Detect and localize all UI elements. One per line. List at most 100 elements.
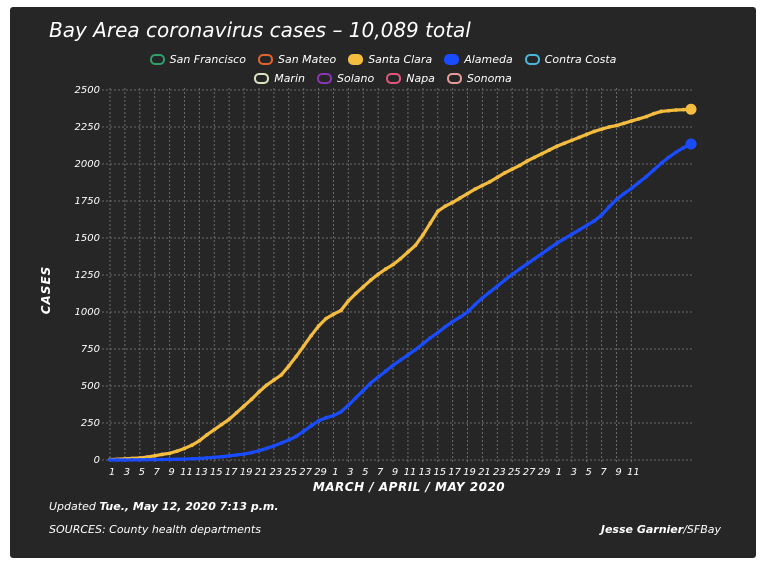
x-tick-label: 1: [556, 467, 562, 478]
data-point: [286, 438, 291, 442]
x-tick-label: 23: [270, 467, 283, 478]
data-point: [607, 125, 611, 129]
data-point: [197, 438, 202, 443]
updated-timestamp: Updated Tue., May 12, 2020 7:13 p.m.: [49, 500, 279, 513]
data-point: [592, 219, 597, 223]
x-tick-label: 19: [463, 467, 476, 478]
data-point: [495, 284, 500, 288]
data-point: [219, 454, 224, 459]
data-point: [190, 443, 194, 448]
series-line-alameda: [110, 142, 692, 462]
x-tick-label: 17: [448, 467, 461, 478]
data-point: [361, 284, 366, 289]
legend-item: Solano: [317, 69, 374, 88]
data-point: [592, 129, 597, 134]
data-point: [242, 452, 246, 456]
data-point: [190, 456, 194, 461]
legend-label: Alameda: [464, 53, 513, 66]
legend-label: Contra Costa: [544, 53, 617, 66]
data-point: [480, 183, 485, 188]
data-point: [644, 114, 649, 119]
data-point: [651, 111, 656, 116]
x-tick-label: 5: [586, 467, 592, 478]
data-point: [279, 373, 284, 377]
y-tick-label: 2000: [75, 159, 100, 170]
data-point: [279, 441, 284, 445]
data-point: [666, 155, 671, 160]
x-axis-label: MARCH / APRIL / MAY 2020: [312, 480, 506, 494]
legend-swatch: [444, 54, 460, 65]
data-point: [249, 450, 254, 455]
data-point: [674, 150, 679, 155]
data-point: [599, 127, 604, 132]
data-point: [376, 272, 381, 277]
legend-item: San Francisco: [149, 50, 246, 69]
data-point: [443, 324, 448, 329]
x-tick-label: 5: [362, 467, 368, 478]
data-point: [361, 388, 366, 393]
y-tick-label: 2500: [75, 85, 100, 96]
data-point: [450, 200, 455, 205]
x-tick-label: 3: [347, 467, 353, 478]
legend-row-1: San Francisco San Mateo Santa Clara Alameda…: [0, 50, 766, 69]
data-point: [406, 353, 410, 357]
legend-item: Santa Clara: [348, 50, 432, 69]
data-point: [301, 344, 306, 348]
data-point: [294, 354, 299, 359]
data-point: [629, 186, 634, 191]
data-point: [212, 455, 217, 460]
x-axis-ticks: 1 3 5 7 9 11 13 15 17 19 21 23 25 27 29 1 3 5 7 9 11 13 15 17 19…: [109, 467, 640, 478]
credit-name: Jesse Garnier: [600, 523, 684, 536]
x-tick-label: 13: [195, 467, 208, 478]
legend-label: Marin: [274, 72, 305, 85]
data-point: [160, 452, 165, 457]
data-point: [420, 341, 425, 346]
data-point: [309, 333, 314, 338]
data-point: [614, 123, 619, 128]
data-point: [458, 196, 462, 200]
data-point: [651, 168, 656, 172]
y-tick-label: 750: [81, 344, 100, 355]
data-point: [555, 144, 559, 149]
legend-swatch: [446, 73, 462, 84]
data-point: [152, 453, 157, 458]
data-point: [577, 227, 582, 232]
legend-label: Sonoma: [466, 72, 512, 85]
data-point: [227, 453, 232, 458]
x-tick-label: 23: [493, 467, 506, 478]
updated-value: Tue., May 12, 2020 7:13 p.m.: [99, 500, 279, 513]
series-endpoint: [685, 103, 697, 115]
data-point: [264, 383, 269, 388]
legend-item: Contra Costa: [524, 50, 617, 69]
data-point: [569, 232, 574, 237]
x-tick-label: 17: [225, 467, 238, 478]
data-point: [242, 404, 246, 408]
legend-row-2: Marin Solano Napa Sonoma: [0, 69, 766, 88]
data-point: [465, 191, 470, 196]
data-point: [353, 291, 358, 296]
x-tick-label: 7: [154, 467, 161, 478]
data-point: [234, 453, 239, 457]
data-point: [234, 410, 239, 415]
data-point: [212, 427, 217, 432]
data-point: [152, 457, 157, 462]
legend-label: Santa Clara: [368, 53, 433, 66]
x-tick-label: 11: [627, 467, 640, 478]
legend-swatch: [524, 54, 540, 65]
x-tick-label: 11: [404, 467, 417, 478]
data-point: [450, 319, 455, 324]
data-point: [182, 446, 187, 451]
legend-item: Napa: [386, 69, 435, 88]
data-point: [517, 163, 522, 168]
x-tick-label: 29: [314, 467, 327, 478]
data-point: [391, 262, 395, 267]
credit-org: /SFBay: [683, 523, 721, 536]
data-point: [331, 312, 336, 317]
legend-item: Sonoma: [446, 69, 512, 88]
data-point: [532, 256, 537, 261]
series-line-santa-clara: [109, 107, 692, 462]
y-tick-label: 500: [81, 381, 100, 392]
data-point: [413, 347, 418, 352]
chart-panel: [10, 7, 756, 558]
